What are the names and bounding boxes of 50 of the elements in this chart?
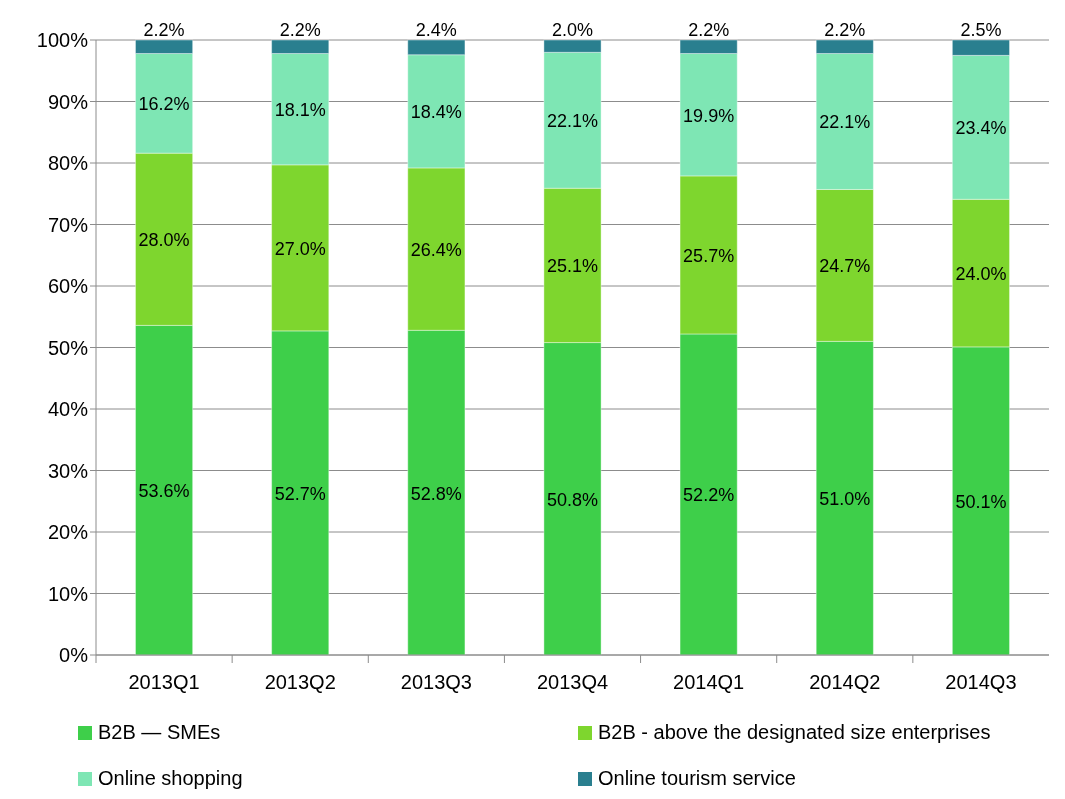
x-tick-label: 2013Q4 [536, 671, 609, 693]
y-tick-label: 20% [47, 521, 89, 543]
legend-label: Online tourism service [598, 767, 796, 789]
x-tick-label: 2013Q1 [128, 671, 200, 693]
data-label: 50.8% [546, 489, 599, 510]
data-label: 50.1% [955, 491, 1007, 512]
data-label: 28.0% [138, 230, 190, 251]
x-tick-label: 2014Q3 [945, 671, 1017, 693]
data-label: 19.9% [683, 105, 735, 126]
data-label: 25.7% [683, 245, 735, 266]
y-tick-label: 0% [59, 644, 89, 666]
data-label: 25.1% [546, 256, 599, 277]
data-label: 26.4% [410, 240, 462, 261]
y-tick-label: 40% [47, 398, 89, 420]
data-label: 2.0% [551, 20, 594, 40]
y-tick-label: 50% [47, 336, 89, 359]
data-label: 24.0% [955, 264, 1007, 285]
y-tick-label: 30% [47, 459, 89, 482]
data-label: 51.0% [819, 489, 871, 510]
data-label: 22.1% [819, 112, 871, 133]
data-label: 52.2% [683, 485, 735, 506]
y-tick-label: 10% [47, 582, 89, 605]
x-tick-label: 2014Q2 [809, 671, 881, 693]
data-label: 52.8% [410, 483, 462, 504]
y-tick-label: 60% [47, 275, 89, 297]
x-tick-label: 2014Q1 [673, 671, 745, 693]
data-label: 2.2% [279, 20, 321, 40]
data-label: 18.4% [410, 102, 462, 123]
x-tick-label: 2013Q3 [400, 671, 472, 693]
data-label: 24.7% [819, 256, 871, 277]
legend-label: B2B — SMEs [98, 721, 221, 743]
y-tick-label: 70% [47, 213, 89, 236]
data-label: 52.7% [274, 483, 326, 504]
data-label: 53.6% [138, 481, 190, 502]
data-label: 27.0% [274, 238, 326, 259]
data-label: 23.4% [955, 118, 1007, 139]
data-label: 2.2% [688, 20, 730, 40]
legend-label: Online shopping [98, 767, 243, 789]
data-label: 2.2% [143, 20, 185, 40]
data-label: 2.2% [824, 20, 866, 40]
y-tick-label: 80% [47, 152, 89, 174]
data-label: 18.1% [274, 100, 326, 121]
data-label: 16.2% [138, 94, 190, 115]
data-label: 22.1% [546, 111, 599, 132]
data-label: 2.4% [415, 20, 457, 40]
data-label: 2.5% [960, 20, 1002, 40]
y-tick-label: 100% [36, 29, 89, 51]
y-tick-label: 90% [47, 90, 89, 113]
legend-label: B2B - above the designated size enterprises [598, 721, 991, 743]
x-tick-label: 2013Q2 [264, 671, 336, 693]
